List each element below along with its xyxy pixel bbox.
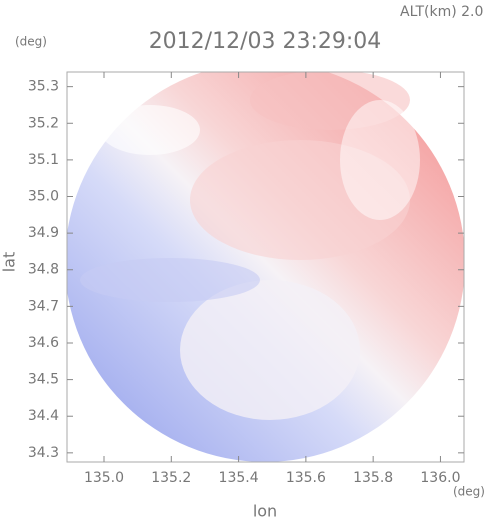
y-tick-label: 34.7 <box>28 298 59 314</box>
y-tick-label: 34.5 <box>28 372 59 388</box>
y-tick-label: 34.6 <box>28 335 59 351</box>
x-tick-label: 135.0 <box>84 470 124 486</box>
radar-field <box>67 72 464 462</box>
altitude: ALT(km) 2.0 <box>400 4 483 20</box>
x-axis-label: lon <box>253 502 277 521</box>
chart-title: 2012/12/03 23:29:04 <box>149 29 382 54</box>
y-unit: (deg) <box>15 35 47 49</box>
y-tick-label: 34.3 <box>28 445 59 461</box>
x-tick-label: 135.4 <box>219 470 259 486</box>
x-tick-label: 135.8 <box>353 470 393 486</box>
y-tick-label: 34.9 <box>28 225 59 241</box>
x-tick-label: 135.2 <box>151 470 191 486</box>
y-tick-label: 35.2 <box>28 115 59 131</box>
y-tick-label: 35.3 <box>28 79 59 95</box>
x-tick-label: 136.0 <box>420 470 460 486</box>
y-axis-label: lat <box>0 252 19 273</box>
y-tick-label: 34.8 <box>28 262 59 278</box>
y-tick-label: 35.1 <box>28 152 59 168</box>
plot-frame <box>66 71 465 463</box>
x-tick-label: 135.6 <box>286 470 326 486</box>
y-tick-label: 34.4 <box>28 408 59 424</box>
x-unit: (deg) <box>453 485 485 499</box>
y-tick-label: 35.0 <box>28 189 59 205</box>
